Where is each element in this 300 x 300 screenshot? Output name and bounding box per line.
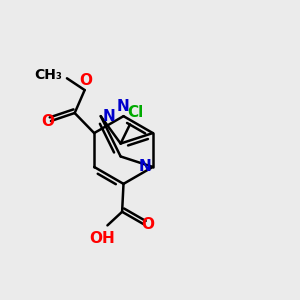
Text: O: O <box>41 113 54 128</box>
Text: CH₃: CH₃ <box>34 68 62 82</box>
Text: N: N <box>103 109 116 124</box>
Text: OH: OH <box>89 231 115 246</box>
Text: O: O <box>80 73 93 88</box>
Text: Cl: Cl <box>127 105 143 120</box>
Text: O: O <box>141 217 154 232</box>
Text: N: N <box>117 99 130 114</box>
Text: N: N <box>139 159 152 174</box>
